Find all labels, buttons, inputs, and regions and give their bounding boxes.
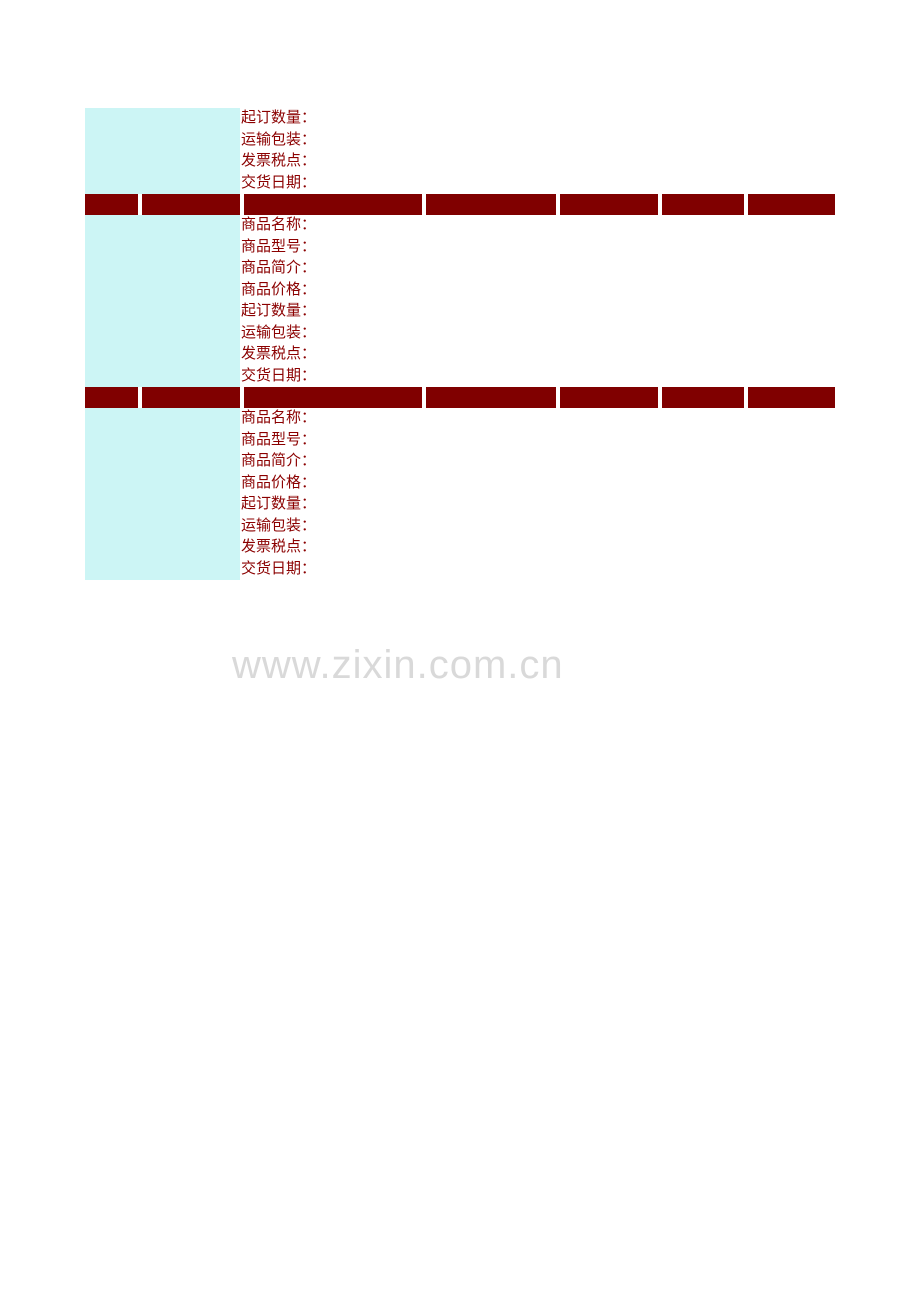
content-area: 起订数量： 运输包装： 发票税点： 交货日期： 商品名称： 商品型号： 商品简介… (0, 0, 920, 580)
label-delivery-date: 交货日期： (240, 173, 835, 195)
separator-row-2 (85, 387, 835, 408)
sep-segment (748, 387, 835, 408)
product-labels: 起订数量： 运输包装： 发票税点： 交货日期： (240, 108, 835, 194)
separator-row-1 (85, 194, 835, 215)
sep-segment (662, 387, 744, 408)
label-product-intro: 商品简介： (240, 451, 835, 473)
label-product-price: 商品价格： (240, 473, 835, 495)
label-delivery-date: 交货日期： (240, 366, 835, 388)
sep-segment (560, 194, 658, 215)
product-image-placeholder (85, 108, 240, 194)
label-shipping-packaging: 运输包装： (240, 323, 835, 345)
sep-segment (748, 194, 835, 215)
label-product-model: 商品型号： (240, 237, 835, 259)
sep-segment (142, 387, 240, 408)
sep-segment (426, 194, 556, 215)
product-labels: 商品名称： 商品型号： 商品简介： 商品价格： 起订数量： 运输包装： 发票税点… (240, 215, 835, 387)
product-image-placeholder (85, 215, 240, 387)
label-invoice-tax: 发票税点： (240, 537, 835, 559)
product-block-2: 商品名称： 商品型号： 商品简介： 商品价格： 起订数量： 运输包装： 发票税点… (85, 215, 835, 387)
watermark-text: www.zixin.com.cn (232, 643, 564, 688)
product-block-3: 商品名称： 商品型号： 商品简介： 商品价格： 起订数量： 运输包装： 发票税点… (85, 408, 835, 580)
sep-segment (426, 387, 556, 408)
sep-segment (560, 387, 658, 408)
label-delivery-date: 交货日期： (240, 559, 835, 581)
product-image-placeholder (85, 408, 240, 580)
sep-segment (85, 194, 138, 215)
label-product-name: 商品名称： (240, 408, 835, 430)
label-invoice-tax: 发票税点： (240, 344, 835, 366)
label-product-intro: 商品简介： (240, 258, 835, 280)
sep-segment (85, 387, 138, 408)
label-product-model: 商品型号： (240, 430, 835, 452)
label-shipping-packaging: 运输包装： (240, 130, 835, 152)
label-min-order-qty: 起订数量： (240, 108, 835, 130)
sep-segment (244, 387, 422, 408)
product-labels: 商品名称： 商品型号： 商品简介： 商品价格： 起订数量： 运输包装： 发票税点… (240, 408, 835, 580)
label-shipping-packaging: 运输包装： (240, 516, 835, 538)
sep-segment (142, 194, 240, 215)
label-min-order-qty: 起订数量： (240, 301, 835, 323)
label-min-order-qty: 起订数量： (240, 494, 835, 516)
label-product-name: 商品名称： (240, 215, 835, 237)
sep-segment (244, 194, 422, 215)
label-invoice-tax: 发票税点： (240, 151, 835, 173)
label-product-price: 商品价格： (240, 280, 835, 302)
sep-segment (662, 194, 744, 215)
product-block-1: 起订数量： 运输包装： 发票税点： 交货日期： (85, 108, 835, 194)
